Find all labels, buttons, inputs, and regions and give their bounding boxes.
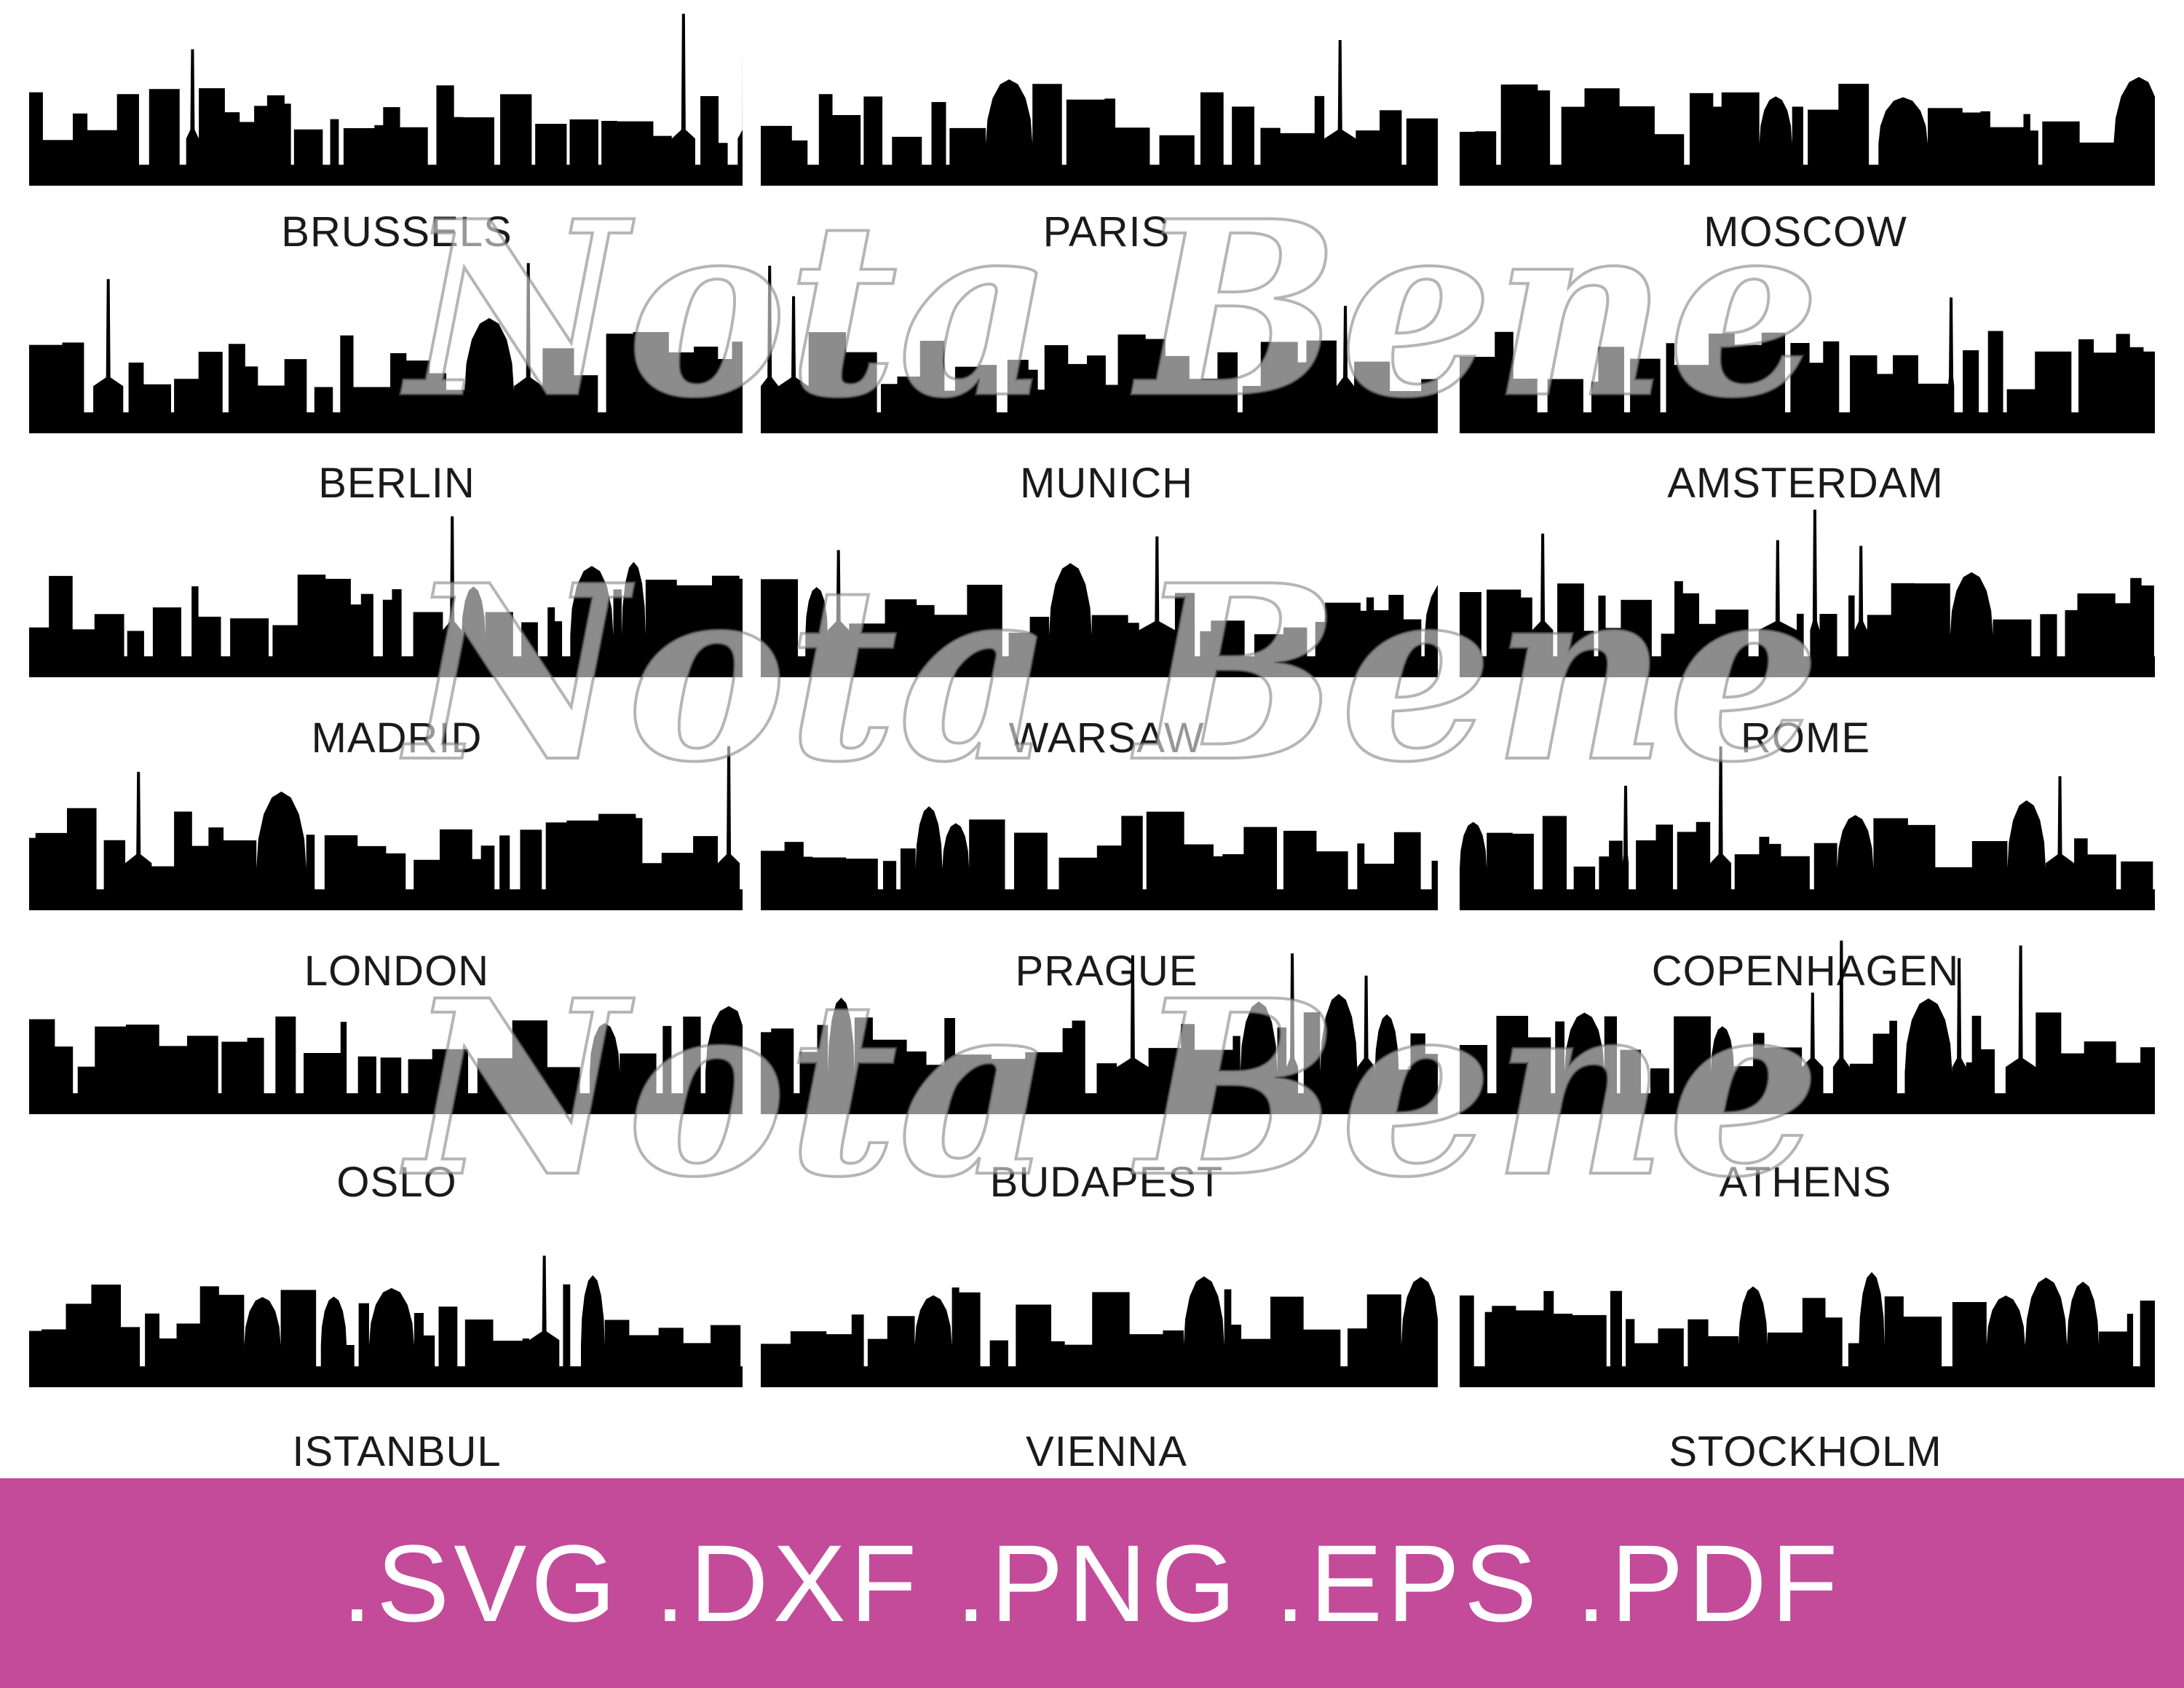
skyline-silhouette xyxy=(1460,502,2155,677)
city-label: PRAGUE xyxy=(1015,947,1198,995)
skyline-silhouette xyxy=(761,259,1438,433)
city-label: MUNICH xyxy=(1020,460,1193,507)
skyline-shape xyxy=(29,746,743,910)
skyline-shape xyxy=(29,263,743,433)
skyline-shape xyxy=(761,1276,1438,1387)
skyline-silhouette xyxy=(29,735,743,910)
skyline-silhouette xyxy=(1460,11,2155,186)
skyline-shape xyxy=(761,265,1438,433)
city-label: WARSAW xyxy=(1008,714,1205,762)
city-label: MADRID xyxy=(311,714,483,762)
skyline-shape xyxy=(761,40,1438,186)
city-label: VIENNA xyxy=(1026,1428,1187,1475)
skyline-shape xyxy=(29,1006,743,1114)
city-label: BRUSSELS xyxy=(281,208,513,256)
skyline-shape xyxy=(761,536,1438,677)
skyline-silhouette xyxy=(29,939,743,1114)
file-formats-text: .SVG .DXF .PNG .EPS .PDF xyxy=(341,1521,1843,1644)
skyline-shape xyxy=(29,516,743,677)
city-label: OSLO xyxy=(336,1159,457,1206)
skyline-silhouette xyxy=(1460,1212,2155,1387)
skyline-silhouette xyxy=(1460,939,2155,1114)
skyline-silhouette xyxy=(761,502,1438,677)
city-label: COPENHAGEN xyxy=(1651,947,1960,995)
skyline-shape xyxy=(1460,509,2155,677)
city-label: STOCKHOLM xyxy=(1669,1428,1942,1475)
city-label: LONDON xyxy=(304,947,490,995)
skyline-shape xyxy=(1460,940,2155,1114)
city-label: PARIS xyxy=(1042,208,1171,256)
skyline-silhouette xyxy=(29,502,743,677)
skyline-silhouette xyxy=(761,939,1438,1114)
city-label: ATHENS xyxy=(1719,1159,1892,1206)
skyline-shape xyxy=(1460,297,2155,433)
skyline-shape xyxy=(29,13,743,186)
skyline-silhouette xyxy=(761,11,1438,186)
skyline-silhouette xyxy=(1460,735,2155,910)
skyline-grid: BRUSSELS PARIS MOSCOW BERLIN MUNICH AMSTERDAM… xyxy=(29,11,2155,1475)
skyline-silhouette xyxy=(29,259,743,433)
skyline-silhouette xyxy=(29,1212,743,1387)
skyline-silhouette xyxy=(1460,259,2155,433)
skyline-silhouette xyxy=(29,11,743,186)
skyline-shape xyxy=(1460,1271,2155,1387)
city-label: BERLIN xyxy=(318,460,475,507)
skyline-shape xyxy=(1460,746,2155,910)
city-label: MOSCOW xyxy=(1704,208,1907,256)
format-banner: .SVG .DXF .PNG .EPS .PDF xyxy=(0,1478,2184,1688)
skyline-shape xyxy=(1460,76,2155,186)
city-label: AMSTERDAM xyxy=(1667,460,1944,507)
city-label: ISTANBUL xyxy=(292,1428,502,1475)
city-label: BUDAPEST xyxy=(989,1159,1224,1206)
skyline-shape xyxy=(29,1255,743,1387)
skyline-shape xyxy=(761,806,1438,910)
skyline-silhouette xyxy=(761,735,1438,910)
skyline-shape xyxy=(761,953,1438,1114)
city-label: ROME xyxy=(1741,714,1870,762)
skyline-silhouette xyxy=(761,1212,1438,1387)
